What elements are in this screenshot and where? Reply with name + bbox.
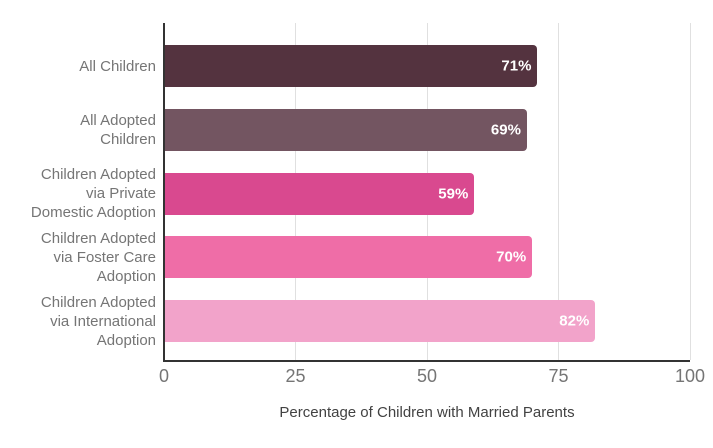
category-label-line: All Adopted <box>80 111 156 129</box>
x-axis-tick-label: 75 <box>548 366 569 386</box>
gridline <box>689 23 691 360</box>
bar: 70% <box>164 236 533 279</box>
x-axis-tick-label: 0 <box>158 366 169 386</box>
x-axis-tick-label: 100 <box>674 366 706 386</box>
category-label: All Adopted Children <box>0 109 156 151</box>
category-label-line: Children Adopted <box>40 293 156 311</box>
y-axis-line <box>163 23 165 362</box>
category-label-line: Adoption <box>96 331 156 349</box>
bar: 82% <box>164 300 596 342</box>
x-axis-tick-label: 50 <box>416 366 438 386</box>
category-label-line: Children Adopted <box>40 166 156 183</box>
bar-value-label: 82% <box>559 312 590 330</box>
x-axis-title: Percentage of Children with Married Pare… <box>279 404 575 421</box>
category-label: Children Adopted via International Adoptio… <box>0 294 156 349</box>
category-label-line: Children Adopted <box>40 229 156 247</box>
x-axis-line <box>163 360 690 362</box>
category-label-line: via Foster Care <box>53 248 156 266</box>
bar: 59% <box>164 172 475 215</box>
category-label-line: Adoption <box>96 267 156 285</box>
bar-value-label: 70% <box>496 248 527 266</box>
bar: 69% <box>164 108 527 151</box>
category-label-line: via Private <box>85 185 156 202</box>
gridline <box>558 23 559 360</box>
bar-value-label: 69% <box>490 121 521 139</box>
category-label-line: via International <box>50 312 156 330</box>
category-label-line: Domestic Adoption <box>30 204 156 221</box>
bar: 71% <box>164 45 538 87</box>
category-label: All Children <box>0 45 156 87</box>
category-label-line: All Children <box>79 57 156 75</box>
category-label-line: Children <box>100 130 156 148</box>
plot-area: 71% 69% 59% 70% 82% <box>163 23 691 362</box>
category-label: Children Adopted via Private Domestic Adop… <box>0 166 156 221</box>
bar-value-label: 59% <box>438 185 469 202</box>
category-label: Children Adopted via Foster Care Adoption <box>0 230 156 285</box>
x-axis-tick-label: 25 <box>285 366 306 386</box>
bar-value-label: 71% <box>501 57 532 75</box>
